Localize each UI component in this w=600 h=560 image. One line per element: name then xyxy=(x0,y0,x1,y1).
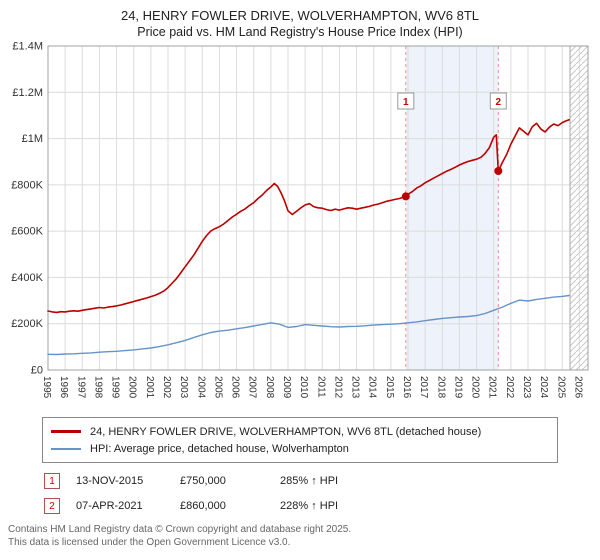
svg-text:2025: 2025 xyxy=(555,376,566,399)
svg-text:£400K: £400K xyxy=(11,272,43,284)
svg-text:2016: 2016 xyxy=(401,376,412,399)
svg-text:2004: 2004 xyxy=(195,376,206,399)
svg-text:2015: 2015 xyxy=(384,376,395,399)
svg-text:2013: 2013 xyxy=(350,376,361,399)
svg-text:1997: 1997 xyxy=(75,376,86,399)
footer-copyright: Contains HM Land Registry data © Crown c… xyxy=(8,524,352,535)
price-history-chart: 1 2 £0 £200K £400K £600K £800K £1M £1.2M £1.4M 199… xyxy=(11,41,589,399)
svg-text:2018: 2018 xyxy=(435,376,446,399)
svg-text:1998: 1998 xyxy=(92,376,103,399)
svg-text:2022: 2022 xyxy=(504,376,515,399)
property-price-line xyxy=(47,119,570,314)
sale-flag-2 xyxy=(489,92,507,110)
svg-text:2001: 2001 xyxy=(144,376,155,399)
red-line-swatch xyxy=(51,430,81,433)
future-region-hatch xyxy=(570,46,588,370)
svg-text:1995: 1995 xyxy=(41,376,52,399)
svg-text:2003: 2003 xyxy=(178,376,189,399)
footer-licence: This data is licensed under the Open Gov… xyxy=(8,537,291,548)
legend-item-property: 24, HENRY FOWLER DRIVE, WOLVERHAMPTON, W… xyxy=(51,423,549,440)
svg-text:1999: 1999 xyxy=(110,376,121,399)
svg-text:£1.4M: £1.4M xyxy=(12,41,43,53)
between-sales-shading xyxy=(405,46,499,370)
sale-point-2 xyxy=(494,167,503,175)
hpi-line xyxy=(47,294,570,356)
svg-text:2012: 2012 xyxy=(332,376,343,399)
transaction-1-price: £750,000 xyxy=(180,475,226,487)
svg-text:2026: 2026 xyxy=(572,376,583,399)
svg-text:2011: 2011 xyxy=(315,376,326,398)
transaction-2-hpi-change: 228% ↑ HPI xyxy=(280,500,339,512)
transaction-1-hpi-change: 285% ↑ HPI xyxy=(280,475,339,487)
transaction-1-date: 13-NOV-2015 xyxy=(76,475,144,487)
svg-text:2010: 2010 xyxy=(298,376,309,399)
chart-title: 24, HENRY FOWLER DRIVE, WOLVERHAMPTON, W… xyxy=(120,8,480,23)
legend-label-hpi: HPI: Average price, detached house, Wolv… xyxy=(90,442,349,455)
sale-flag-1 xyxy=(397,92,415,110)
svg-text:2021: 2021 xyxy=(487,376,498,399)
svg-text:2024: 2024 xyxy=(538,376,549,399)
svg-text:2019: 2019 xyxy=(452,376,463,399)
svg-text:£0: £0 xyxy=(31,365,43,377)
svg-text:2008: 2008 xyxy=(264,376,275,399)
svg-text:2023: 2023 xyxy=(521,376,532,399)
svg-text:1: 1 xyxy=(403,97,409,108)
svg-text:2017: 2017 xyxy=(418,376,429,399)
transaction-2-marker: 2 xyxy=(44,498,60,514)
chart-legend: 24, HENRY FOWLER DRIVE, WOLVERHAMPTON, W… xyxy=(42,417,558,463)
svg-text:2020: 2020 xyxy=(470,376,481,399)
svg-text:2006: 2006 xyxy=(230,376,241,399)
svg-text:£1.2M: £1.2M xyxy=(12,87,43,99)
transaction-row-2: 2 07-APR-2021 £860,000 228% ↑ HPI xyxy=(44,498,600,514)
svg-text:2000: 2000 xyxy=(127,376,138,399)
svg-text:2014: 2014 xyxy=(367,376,378,399)
svg-text:2: 2 xyxy=(496,97,502,108)
blue-line-swatch xyxy=(51,447,81,450)
transaction-row-1: 1 13-NOV-2015 £750,000 285% ↑ HPI xyxy=(44,473,600,489)
svg-text:2007: 2007 xyxy=(247,376,258,399)
svg-text:2005: 2005 xyxy=(212,376,223,399)
footer: Contains HM Land Registry data © Crown c… xyxy=(8,523,600,549)
chart-subtitle: Price paid vs. HM Land Registry's House … xyxy=(137,25,463,39)
transactions-list: 1 13-NOV-2015 £750,000 285% ↑ HPI 2 07-A… xyxy=(44,473,600,514)
transaction-2-price: £860,000 xyxy=(180,500,226,512)
svg-text:£600K: £600K xyxy=(11,226,43,238)
transaction-2-date: 07-APR-2021 xyxy=(76,500,143,512)
legend-item-hpi: HPI: Average price, detached house, Wolv… xyxy=(51,440,549,457)
svg-text:2002: 2002 xyxy=(161,376,172,399)
svg-text:£200K: £200K xyxy=(11,318,43,330)
transaction-1-marker: 1 xyxy=(44,473,60,489)
sale-point-1 xyxy=(401,192,410,201)
svg-text:2009: 2009 xyxy=(281,376,292,399)
svg-text:1996: 1996 xyxy=(58,376,69,399)
svg-text:£1M: £1M xyxy=(22,133,43,145)
legend-label-property: 24, HENRY FOWLER DRIVE, WOLVERHAMPTON, W… xyxy=(90,425,482,438)
svg-text:£800K: £800K xyxy=(11,179,43,191)
